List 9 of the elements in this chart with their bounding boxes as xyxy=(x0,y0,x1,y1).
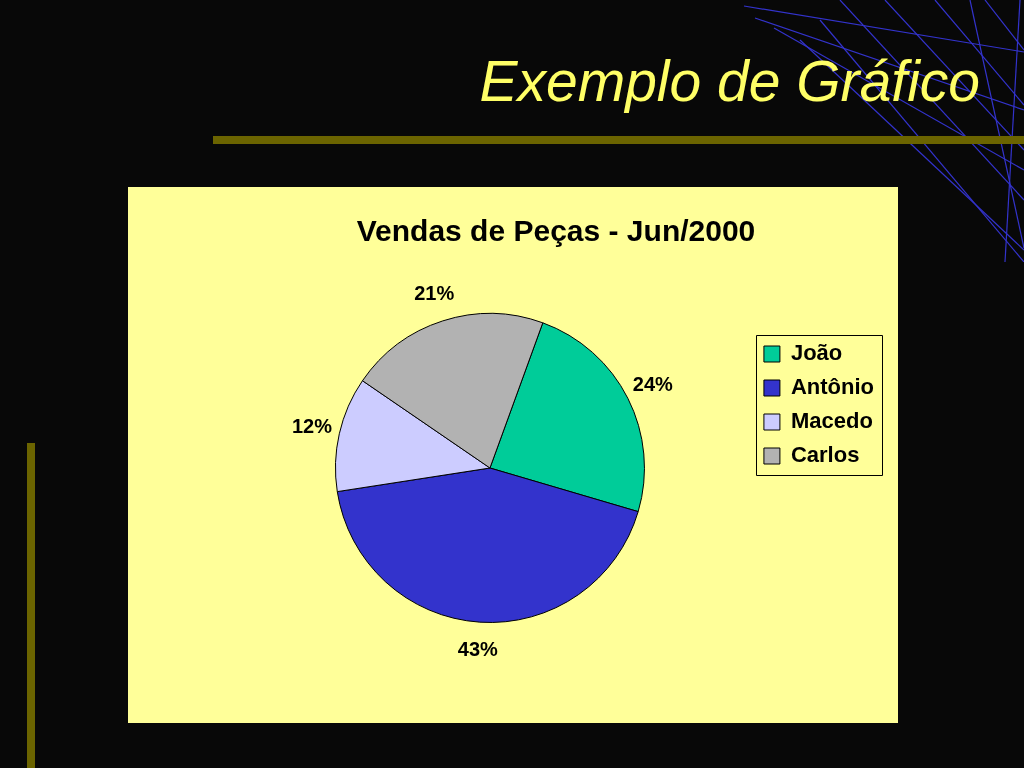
data-label: 24% xyxy=(632,373,674,396)
data-label: 12% xyxy=(291,415,333,438)
data-label: 43% xyxy=(457,637,499,660)
legend-label: Antônio xyxy=(790,374,875,400)
legend-label: Macedo xyxy=(790,408,873,434)
chart-subtitle: Vendas de Peças - Jun/2000 xyxy=(356,214,756,248)
legend-label: Carlos xyxy=(790,442,860,468)
data-label: 21% xyxy=(414,281,455,304)
legend-label: João xyxy=(790,340,843,366)
